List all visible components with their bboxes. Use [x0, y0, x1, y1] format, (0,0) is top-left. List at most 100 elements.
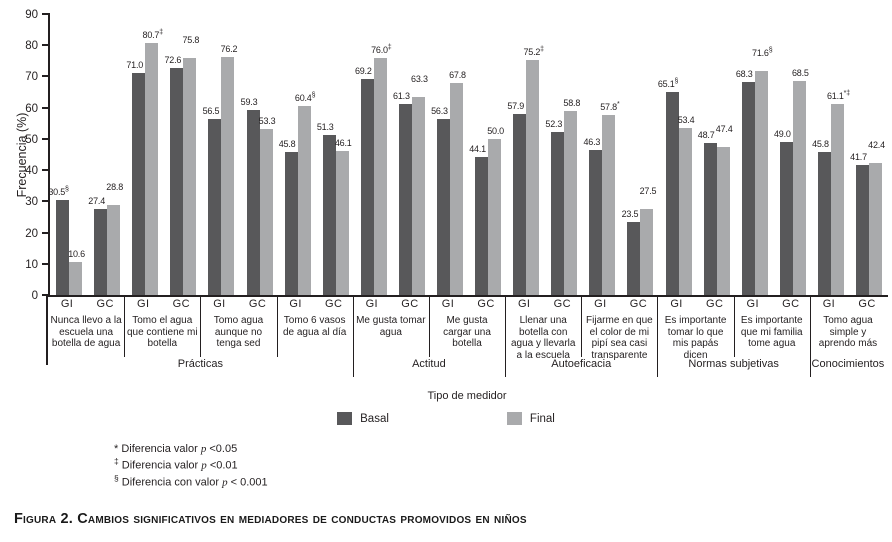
bar-basal — [665, 91, 679, 295]
category-divider-line — [200, 295, 201, 357]
group-name-label: GC — [705, 298, 724, 310]
bar-value-label: 44.1 — [469, 144, 486, 155]
bar-final — [792, 81, 806, 295]
y-axis-tick — [42, 169, 50, 172]
subgroup-gi: 46.3 57.8* — [583, 14, 621, 295]
group-name-label: GC — [629, 298, 648, 310]
bar-basal — [817, 152, 831, 295]
bar-value-label: 10.6 — [68, 248, 85, 259]
y-axis-tick — [42, 200, 50, 203]
section-label: Conocimientos — [811, 358, 885, 370]
bar-value-label: 75.2‡ — [523, 46, 544, 58]
bar-value-label: 53.4 — [677, 115, 695, 126]
category-group: 68.3 71.6§ 49.0 68.5 — [736, 14, 812, 295]
bar-value-label: 53.3 — [258, 115, 276, 126]
basal-color-swatch — [337, 412, 353, 425]
group-name-label: GC — [477, 298, 495, 310]
category-group: 71.0 80.7‡ 72.6 75.8 — [126, 14, 202, 295]
group-name-label: GC — [553, 298, 571, 310]
subgroup-gi: 56.3 67.8 — [431, 14, 469, 295]
category-label: Fijarme en que el color de mi pipí sea c… — [586, 315, 653, 361]
group-name-label: GC — [858, 298, 876, 310]
group-name-cell: GI GC — [581, 298, 657, 310]
y-axis-tick — [42, 137, 50, 140]
bar-value-label: 80.7‡ — [142, 29, 164, 41]
legend-label-final: Final — [529, 412, 555, 425]
bar-final — [488, 138, 502, 295]
bar-value-label: 61.3 — [393, 90, 410, 101]
bar-basal — [398, 103, 412, 295]
legend-label-basal: Basal — [360, 412, 389, 425]
category-group: 69.2 76.0‡ 61.3 63.3 — [355, 14, 431, 295]
subgroup-gc: 52.3 58.8 — [545, 14, 583, 295]
bar-pair: 48.7 47.4 — [698, 14, 733, 295]
section-label: Normas subjetivas — [688, 358, 779, 370]
bar-value-label: 58.8 — [563, 98, 581, 109]
section-divider-line — [810, 295, 811, 377]
group-name-cell: GI GC — [810, 298, 886, 310]
subgroup-gi: 57.9 75.2‡ — [507, 14, 545, 295]
chart-legend: Basal Final — [0, 412, 892, 425]
y-axis-tick-label: 10 — [25, 258, 38, 271]
category-divider-line — [277, 295, 278, 357]
bar-pair: 68.3 71.6§ — [736, 14, 773, 295]
group-name-label: GI — [822, 298, 836, 310]
bar-pair: 46.3 57.8* — [584, 14, 620, 295]
bar-value-label: 27.5 — [639, 186, 657, 197]
bar-value-label: 52.3 — [545, 118, 563, 129]
group-name-cell: GI GC — [353, 298, 429, 310]
group-name-cell: GI GC — [124, 298, 200, 310]
section-label: Actitud — [412, 358, 446, 370]
group-name-cell: GI GC — [658, 298, 734, 310]
section-divider-line — [505, 295, 506, 377]
group-name-label: GI — [289, 298, 302, 310]
footnote-line: ‡ Diferencia valor p <0.01 — [114, 456, 238, 472]
bar-basal — [284, 152, 298, 295]
subgroup-gc: 49.0 68.5 — [774, 14, 812, 295]
subgroup-gc: 61.3 63.3 — [393, 14, 431, 295]
bar-pair: 72.6 75.8 — [164, 14, 199, 295]
legend-item-final: Final — [506, 412, 555, 425]
subgroup-gi: 69.2 76.0‡ — [355, 14, 393, 295]
bar-value-label: 67.8 — [449, 70, 466, 81]
group-name-label: GI — [517, 298, 531, 310]
y-axis-tick-label: 40 — [25, 165, 38, 178]
group-name-label: GC — [325, 298, 343, 310]
group-name-label: GI — [594, 298, 607, 310]
x-axis-labels: GI GC GI GC GI GC GI GC GI GC GI GC GI GC GI GC GI GC GI GC… — [46, 295, 886, 381]
bar-final — [297, 106, 311, 295]
bar-value-label: 76.2 — [220, 44, 238, 55]
bar-final — [754, 71, 768, 295]
bar-final — [449, 83, 463, 295]
bar-value-label: 72.6 — [164, 55, 182, 66]
y-axis-tick — [42, 13, 50, 15]
group-name-label: GC — [172, 298, 190, 310]
x-axis-title: Tipo de medidor — [427, 390, 507, 402]
subgroup-gi: 68.3 71.6§ — [736, 14, 774, 295]
bar-pair: 56.3 67.8 — [431, 14, 466, 295]
bar-pair: 30.5§ 10.6 — [48, 14, 85, 295]
category-label: Nunca llevo a la escuela una botella de … — [50, 315, 122, 350]
category-group: 65.1§ 53.4 48.7 47.4 — [658, 14, 736, 295]
group-name-row: GI GC GI GC GI GC GI GC GI GC GI GC GI GC GI GC GI GC GI GC… — [48, 298, 886, 310]
group-name-label: GC — [96, 298, 114, 310]
bar-basal — [856, 164, 870, 295]
legend-item-basal: Basal — [337, 412, 389, 425]
category-divider-line — [581, 295, 582, 357]
bar-final — [259, 128, 273, 295]
bar-pair: 45.8 60.4§ — [279, 14, 316, 295]
y-axis-tick — [42, 231, 50, 234]
bar-value-label: 76.0‡ — [371, 43, 392, 55]
bar-value-label: 50.0 — [487, 125, 504, 136]
section-divider-line — [657, 295, 658, 377]
footnote-symbol: ‡ — [114, 456, 119, 467]
bar-basal — [170, 68, 184, 295]
category-group: 56.5 76.2 59.3 53.3 — [202, 14, 278, 295]
bar-groups: 30.5§ 10.6 27.4 28.8 71.0 80.7‡ 72.6 75.8 56.5 76… — [48, 14, 888, 295]
group-name-label: GI — [746, 298, 759, 310]
y-axis-tick — [42, 106, 50, 109]
bar-final — [145, 43, 159, 295]
bar-pair: 45.8 61.1*‡ — [812, 14, 850, 295]
subgroup-gi: 30.5§ 10.6 — [48, 14, 88, 295]
bar-final — [716, 147, 730, 295]
